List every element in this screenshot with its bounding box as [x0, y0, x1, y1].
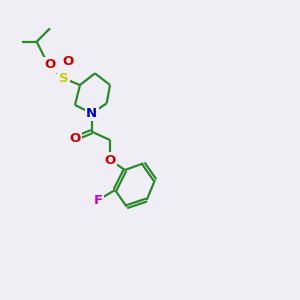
Text: O: O: [104, 154, 116, 166]
Text: O: O: [69, 132, 81, 145]
Text: O: O: [44, 58, 56, 71]
Text: N: N: [86, 107, 97, 120]
Text: O: O: [63, 55, 74, 68]
Text: S: S: [58, 72, 68, 85]
Text: F: F: [94, 194, 103, 206]
